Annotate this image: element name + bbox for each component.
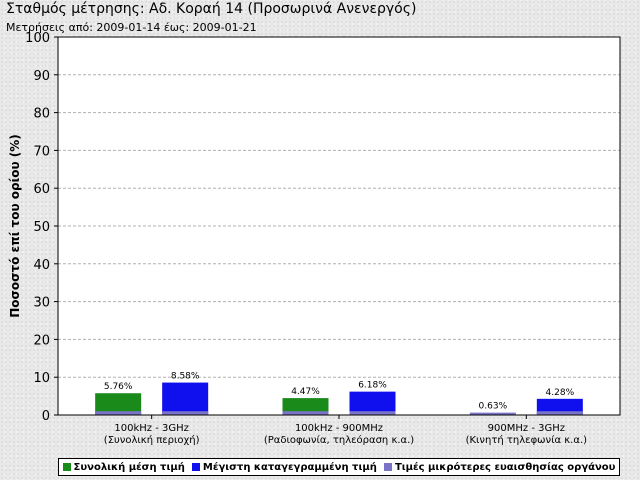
x-tick-label-sub: (Κινητή τηλεφωνία κ.α.) [466,434,588,446]
legend-swatch-below-sensitivity [383,463,392,471]
chart-title: Σταθμός μέτρησης: Αδ. Κοραή 14 (Προσωριν… [6,1,417,17]
data-label: 6.18% [358,381,387,391]
data-label: 4.47% [291,387,320,397]
legend-item-below-sensitivity: Τιμές μικρότερες ευαισθησίας οργάνου [383,461,616,473]
data-label: 5.76% [104,382,133,392]
legend: Συνολική μέση τιμή Μέγιστη καταγεγραμμέν… [58,458,620,476]
bar-below-sensitivity [469,412,516,415]
y-tick-label: 20 [33,333,50,348]
legend-item-max: Μέγιστη καταγεγραμμένη τιμή [191,461,377,473]
x-tick-label-sub: (Συνολική περιοχή) [104,434,200,446]
data-labels: 5.76% 8.58% 4.47% 6.18% 0.63% 4.28% [104,372,575,412]
y-tick-label: 50 [33,220,50,235]
x-tick-label: 900MHz - 3GHz [488,423,565,434]
bars [95,382,583,415]
x-tick-label: 100kHz - 3GHz [114,423,189,434]
y-tick-label: 70 [33,144,50,159]
x-tick-label-sub: (Ραδιοφωνία, τηλεόραση κ.α.) [264,434,414,446]
y-tick-label: 10 [33,371,50,386]
legend-label-max: Μέγιστη καταγεγραμμένη τιμή [202,461,377,473]
legend-swatch-max [191,463,200,471]
data-label: 4.28% [546,388,575,398]
y-tick-label: 40 [33,258,50,273]
bar-below-sensitivity [162,411,209,415]
bar [349,391,396,415]
legend-item-mean: Συνολική μέση τιμή [62,461,185,473]
bar-below-sensitivity [95,411,142,415]
bar [282,398,329,415]
axes: 0 10 20 30 40 50 60 70 80 90 100 100kHz - 3GHz(Συνο… [25,31,621,446]
y-tick-label: 0 [42,409,50,424]
y-tick-label: 60 [33,182,50,197]
y-tick-label: 30 [33,296,50,311]
bar-below-sensitivity [349,411,396,415]
y-tick-label: 100 [25,31,50,46]
data-label: 8.58% [171,372,200,382]
bar [95,393,142,415]
bar [162,382,209,415]
legend-swatch-mean [62,463,71,471]
bar-below-sensitivity [282,411,329,415]
chart-subtitle: Μετρήσεις από: 2009-01-14 έως: 2009-01-2… [6,21,257,34]
y-axis-label: Ποσοστό επί του ορίου (%) [8,134,22,318]
bar-below-sensitivity [536,411,583,415]
legend-label-mean: Συνολική μέση τιμή [73,461,185,473]
bar [536,398,583,415]
x-tick-label: 100kHz - 900MHz [295,423,383,434]
legend-label-below-sensitivity: Τιμές μικρότερες ευαισθησίας οργάνου [394,461,616,473]
y-tick-label: 80 [33,107,50,122]
y-tick-label: 90 [33,69,50,84]
data-label: 0.63% [479,402,508,412]
